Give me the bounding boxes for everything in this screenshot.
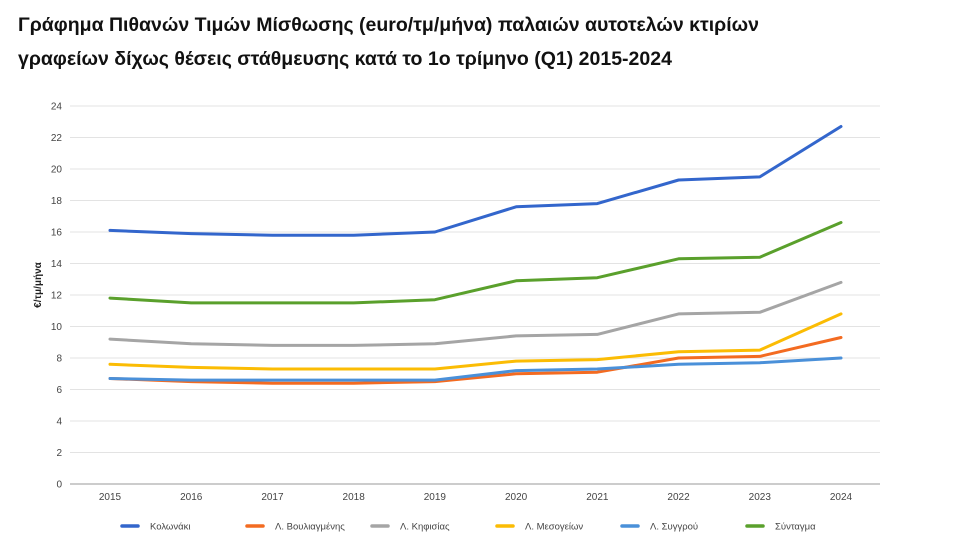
x-tick-label: 2020: [505, 492, 528, 503]
x-tick-label: 2015: [99, 492, 122, 503]
y-tick-label: 14: [51, 259, 63, 270]
x-tick-label: 2017: [261, 492, 284, 503]
y-tick-label: 18: [51, 196, 63, 207]
series-line: [108, 221, 843, 305]
legend-label: Κολωνάκι: [150, 522, 190, 533]
y-tick-label: 10: [51, 322, 63, 333]
x-tick-label: 2024: [830, 492, 853, 503]
series-line: [108, 312, 843, 371]
series-line: [108, 280, 843, 347]
y-tick-label: 22: [51, 133, 63, 144]
legend-label: Σύνταγμα: [775, 522, 816, 533]
legend-label: Λ. Μεσογείων: [525, 522, 583, 533]
y-tick-label: 12: [51, 291, 63, 302]
y-tick-label: 16: [51, 228, 63, 239]
x-tick-label: 2016: [180, 492, 203, 503]
y-tick-label: 6: [56, 385, 62, 396]
legend-label: Λ. Συγγρού: [650, 522, 698, 533]
legend: Κολωνάκι Λ. Βουλιαγμένης Λ. Κηφισίας Λ. Μεσ…: [120, 522, 816, 533]
x-tick-label: 2021: [586, 492, 609, 503]
y-tick-label: 2: [56, 448, 62, 459]
y-tick-label: 0: [56, 480, 62, 491]
series-line: [108, 356, 843, 382]
legend-label: Λ. Κηφισίας: [400, 522, 450, 533]
grid-lines: [70, 105, 880, 453]
x-tick-label: 2022: [667, 492, 690, 503]
series-line: [108, 125, 843, 237]
y-tick-label: 24: [51, 102, 63, 113]
series-line: [108, 336, 843, 385]
x-tick-label: 2019: [424, 492, 447, 503]
x-tick-label: 2018: [343, 492, 366, 503]
y-tick-label: 8: [56, 354, 62, 365]
y-tick-label: 4: [56, 417, 62, 428]
x-tick-label: 2023: [749, 492, 772, 503]
y-axis-label: €/τμ/μήνα: [33, 261, 44, 307]
legend-label: Λ. Βουλιαγμένης: [275, 522, 345, 533]
chart-title: Γράφημα Πιθανών Τιμών Μίσθωσης (euro/τμ/…: [18, 8, 948, 76]
series-lines: [108, 125, 843, 385]
y-tick-label: 20: [51, 165, 63, 176]
chart-title-line-2: γραφείων δίχως θέσεις στάθμευσης κατά το…: [18, 48, 672, 70]
chart-title-line-1: Γράφημα Πιθανών Τιμών Μίσθωσης (euro/τμ/…: [18, 14, 759, 36]
